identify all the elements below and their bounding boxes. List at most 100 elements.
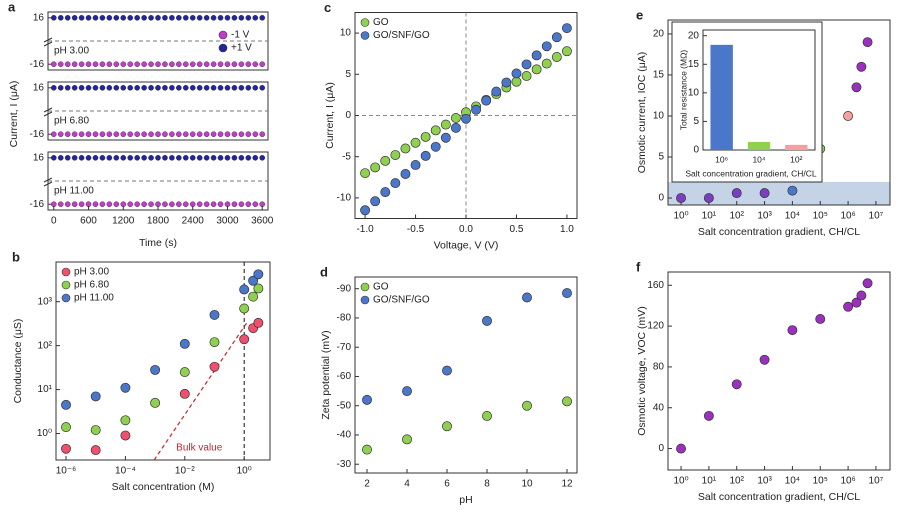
data-point	[120, 131, 127, 137]
data-point	[203, 85, 210, 91]
data-point	[134, 61, 140, 67]
y-tick-label: 0	[658, 193, 664, 204]
data-point	[99, 85, 106, 91]
data-point	[238, 131, 245, 137]
data-point	[78, 154, 85, 161]
y-tick-label: 16	[33, 152, 45, 163]
data-point	[248, 291, 259, 302]
data-point	[106, 201, 113, 207]
x-tick-label: 2	[364, 479, 370, 490]
data-point	[127, 61, 134, 67]
x-tick-label: 2400	[182, 216, 205, 227]
data-point	[176, 61, 182, 67]
data-point	[856, 290, 867, 301]
data-point	[64, 85, 71, 91]
data-point	[120, 382, 131, 393]
data-point	[120, 154, 127, 161]
data-point	[203, 14, 210, 21]
x-tick-label: 10⁶	[840, 476, 855, 487]
data-point	[541, 58, 552, 69]
data-point	[482, 411, 492, 421]
data-point	[155, 61, 161, 67]
bar	[710, 44, 733, 150]
panel-letter: b	[12, 249, 20, 264]
data-point	[85, 154, 92, 161]
data-point	[148, 131, 154, 137]
data-point	[99, 61, 106, 67]
data-point	[120, 415, 131, 426]
data-point	[410, 137, 421, 148]
data-point	[113, 14, 120, 21]
y-axis-label: Current, I (μA)	[324, 82, 336, 149]
data-point	[238, 85, 245, 91]
data-point	[141, 154, 147, 161]
data-point	[442, 421, 452, 432]
data-point	[400, 143, 411, 154]
data-point	[245, 154, 252, 161]
data-point	[239, 284, 250, 295]
data-point	[787, 325, 798, 336]
data-point	[64, 131, 71, 137]
data-point	[120, 430, 131, 441]
legend-marker	[61, 267, 71, 277]
data-point	[402, 434, 412, 445]
data-point	[210, 131, 217, 137]
data-point	[90, 391, 101, 402]
data-point	[224, 14, 231, 21]
y-tick-label: -30	[337, 459, 352, 470]
break-mark	[43, 107, 53, 117]
data-point	[196, 85, 203, 91]
data-point	[127, 131, 134, 137]
y-tick-label: 16	[33, 12, 45, 23]
data-point	[179, 338, 190, 349]
data-point	[57, 85, 64, 91]
data-point	[162, 85, 168, 91]
data-point	[176, 201, 182, 207]
y-tick-label: 15	[688, 59, 700, 70]
data-point	[189, 61, 196, 67]
strip-label: pH 6.80	[54, 116, 89, 127]
y-tick-label: 5	[658, 152, 664, 163]
data-point	[134, 131, 140, 137]
data-point	[238, 61, 245, 67]
panel-letter: e	[636, 7, 643, 22]
data-point	[245, 61, 252, 67]
data-point	[50, 85, 57, 91]
data-point	[551, 52, 562, 62]
data-point	[380, 155, 391, 166]
data-point	[231, 131, 238, 137]
data-point	[141, 14, 147, 21]
y-tick-label: 10¹	[38, 384, 53, 395]
y-axis-label: Conductance (μS)	[12, 319, 24, 404]
data-point	[253, 269, 264, 280]
data-point	[92, 14, 99, 21]
data-point	[252, 61, 259, 67]
legend-label: pH 3.00	[74, 267, 109, 278]
data-point	[148, 85, 154, 91]
x-axis-label: Salt concentration (M)	[112, 481, 215, 493]
x-axis-label: Salt concentration gradient, CH/CL	[698, 491, 860, 503]
data-point	[400, 169, 411, 179]
data-point	[562, 396, 572, 407]
data-point	[61, 422, 71, 433]
data-point	[203, 131, 210, 137]
data-point	[224, 85, 231, 91]
data-point	[209, 337, 220, 348]
data-point	[189, 14, 196, 21]
data-point	[141, 61, 147, 67]
data-point	[231, 61, 238, 67]
data-point	[217, 85, 224, 91]
y-tick-label: -5	[342, 151, 351, 162]
y-tick-label: 10	[688, 87, 700, 98]
data-point	[182, 154, 189, 161]
legend-label: -1 V	[231, 30, 250, 41]
data-point	[259, 61, 266, 67]
x-tick-label: 10⁰	[673, 476, 688, 487]
x-axis-label: Salt concentration gradient, CH/CL	[698, 226, 860, 238]
panel-letter: a	[8, 0, 16, 14]
data-point	[141, 201, 147, 207]
data-point	[148, 201, 154, 207]
data-point	[471, 104, 482, 115]
data-point	[134, 85, 140, 91]
legend-marker	[360, 31, 370, 40]
